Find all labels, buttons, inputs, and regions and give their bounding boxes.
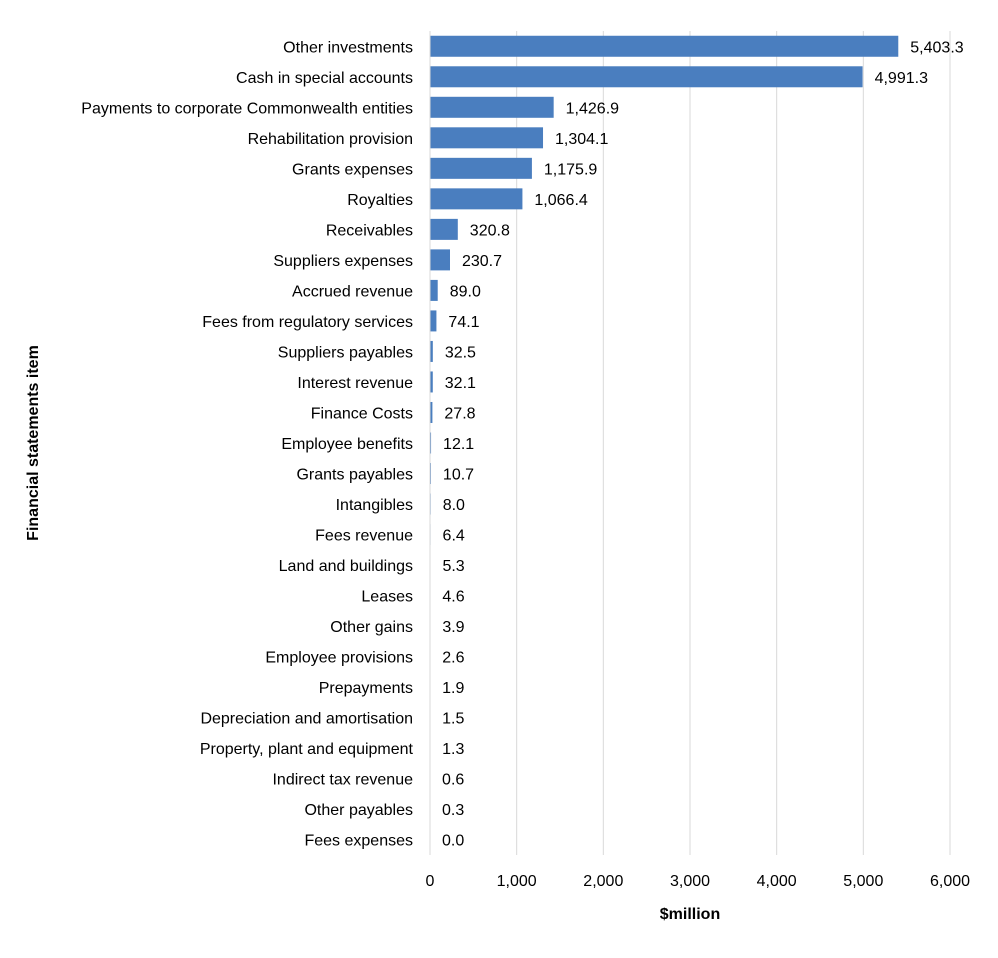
bar — [430, 219, 458, 240]
category-label: Depreciation and amortisation — [200, 711, 413, 728]
value-label: 89.0 — [450, 283, 481, 300]
value-label: 10.7 — [443, 467, 474, 484]
grid-lines — [517, 31, 950, 855]
category-label: Accrued revenue — [292, 283, 413, 300]
category-label: Property, plant and equipment — [200, 741, 414, 758]
value-label: 5.3 — [442, 558, 464, 575]
bar — [430, 97, 554, 118]
value-label: 0.0 — [442, 833, 464, 850]
value-label: 320.8 — [470, 222, 510, 239]
value-label: 230.7 — [462, 253, 502, 270]
value-label: 1,066.4 — [534, 192, 587, 209]
value-label: 1.3 — [442, 741, 464, 758]
x-tick-label: 3,000 — [670, 873, 710, 890]
value-label: 1,304.1 — [555, 131, 608, 148]
category-label: Suppliers expenses — [273, 253, 413, 270]
value-label: 32.5 — [445, 344, 476, 361]
bar — [430, 127, 543, 148]
category-label: Fees from regulatory services — [202, 314, 413, 331]
bar — [430, 66, 863, 87]
y-axis-title: Financial statements item — [25, 345, 42, 541]
category-label: Interest revenue — [297, 375, 413, 392]
value-label: 32.1 — [445, 375, 476, 392]
bar — [430, 188, 522, 209]
category-label: Fees revenue — [315, 528, 413, 545]
value-label: 0.3 — [442, 802, 464, 819]
bar — [430, 310, 436, 331]
value-label: 1,426.9 — [566, 100, 619, 117]
category-label: Suppliers payables — [278, 344, 413, 361]
x-tick-label: 2,000 — [583, 873, 623, 890]
category-label: Indirect tax revenue — [272, 772, 413, 789]
category-label: Payments to corporate Commonwealth entit… — [81, 100, 413, 117]
category-label: Intangibles — [336, 497, 413, 514]
bars — [430, 36, 898, 820]
category-label: Grants expenses — [292, 161, 413, 178]
category-label: Leases — [361, 589, 413, 606]
category-label: Royalties — [347, 192, 413, 209]
value-label: 2.6 — [442, 650, 464, 667]
bar — [430, 36, 898, 57]
category-label: Grants payables — [296, 467, 413, 484]
bar — [430, 249, 450, 270]
category-label: Fees expenses — [304, 833, 413, 850]
category-label: Rehabilitation provision — [248, 131, 413, 148]
category-label: Prepayments — [319, 680, 413, 697]
bar — [430, 158, 532, 179]
category-labels: Other investments Cash in special account… — [81, 39, 413, 849]
value-label: 74.1 — [448, 314, 479, 331]
x-axis-title: $million — [660, 906, 720, 923]
bar — [430, 280, 438, 301]
value-label: 6.4 — [443, 528, 465, 545]
value-label: 1.9 — [442, 680, 464, 697]
value-label: 3.9 — [442, 619, 464, 636]
value-label: 1.5 — [442, 711, 464, 728]
category-label: Finance Costs — [311, 405, 413, 422]
category-label: Receivables — [326, 222, 413, 239]
category-label: Other investments — [283, 39, 413, 56]
x-tick-label: 5,000 — [843, 873, 883, 890]
x-tick-labels: 0 1,000 2,000 3,000 4,000 5,000 6,000 — [426, 873, 971, 890]
category-label: Employee provisions — [265, 650, 413, 667]
value-label: 8.0 — [443, 497, 465, 514]
value-label: 1,175.9 — [544, 161, 597, 178]
category-label: Other payables — [304, 802, 413, 819]
value-label: 4,991.3 — [875, 70, 928, 87]
value-label: 4.6 — [442, 589, 464, 606]
value-label: 0.6 — [442, 772, 464, 789]
category-label: Other gains — [330, 619, 413, 636]
x-tick-label: 4,000 — [757, 873, 797, 890]
x-tick-label: 6,000 — [930, 873, 970, 890]
x-tick-label: 0 — [426, 873, 435, 890]
category-label: Employee benefits — [281, 436, 413, 453]
value-label: 27.8 — [444, 405, 475, 422]
value-label: 12.1 — [443, 436, 474, 453]
category-label: Cash in special accounts — [236, 70, 413, 87]
value-label: 5,403.3 — [910, 39, 963, 56]
category-label: Land and buildings — [279, 558, 413, 575]
x-tick-label: 1,000 — [497, 873, 537, 890]
